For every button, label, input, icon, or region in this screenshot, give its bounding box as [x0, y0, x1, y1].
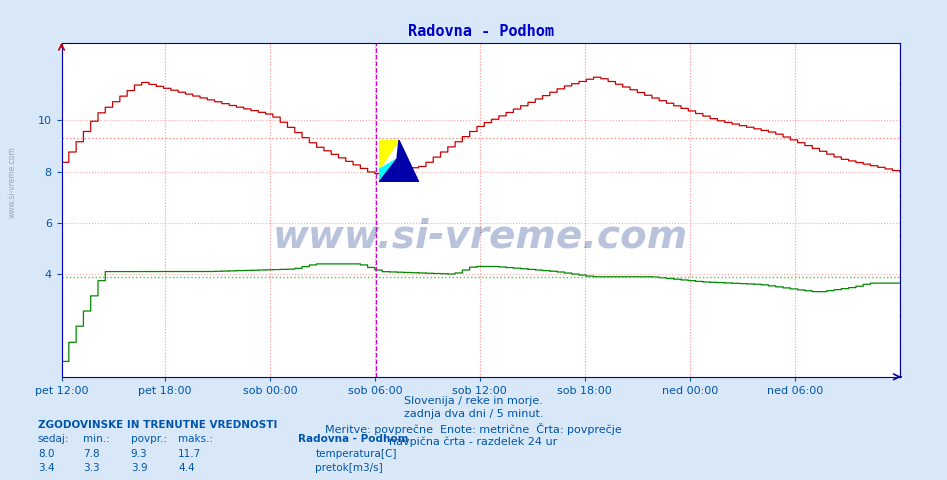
- Text: 4.4: 4.4: [178, 463, 195, 473]
- Text: zadnja dva dni / 5 minut.: zadnja dva dni / 5 minut.: [403, 409, 544, 420]
- Text: www.si-vreme.com: www.si-vreme.com: [8, 146, 17, 218]
- Text: povpr.:: povpr.:: [131, 434, 167, 444]
- Text: 8.0: 8.0: [38, 449, 54, 459]
- Text: Radovna - Podhom: Radovna - Podhom: [298, 434, 409, 444]
- Text: navpična črta - razdelek 24 ur: navpična črta - razdelek 24 ur: [389, 436, 558, 447]
- Polygon shape: [380, 140, 399, 169]
- Text: 3.3: 3.3: [83, 463, 100, 473]
- Text: temperatura[C]: temperatura[C]: [315, 449, 397, 459]
- Text: 9.3: 9.3: [131, 449, 148, 459]
- Text: pretok[m3/s]: pretok[m3/s]: [315, 463, 384, 473]
- Title: Radovna - Podhom: Radovna - Podhom: [407, 24, 554, 39]
- Text: Meritve: povprečne  Enote: metrične  Črta: povprečje: Meritve: povprečne Enote: metrične Črta:…: [325, 423, 622, 435]
- Text: maks.:: maks.:: [178, 434, 213, 444]
- Text: www.si-vreme.com: www.si-vreme.com: [273, 218, 688, 256]
- Text: ZGODOVINSKE IN TRENUTNE VREDNOSTI: ZGODOVINSKE IN TRENUTNE VREDNOSTI: [38, 420, 277, 430]
- Polygon shape: [380, 159, 397, 182]
- Text: Slovenija / reke in morje.: Slovenija / reke in morje.: [404, 396, 543, 406]
- Text: 3.9: 3.9: [131, 463, 148, 473]
- Text: min.:: min.:: [83, 434, 110, 444]
- Polygon shape: [380, 140, 419, 182]
- Text: 11.7: 11.7: [178, 449, 202, 459]
- Text: sedaj:: sedaj:: [38, 434, 69, 444]
- Text: 7.8: 7.8: [83, 449, 100, 459]
- Text: 3.4: 3.4: [38, 463, 55, 473]
